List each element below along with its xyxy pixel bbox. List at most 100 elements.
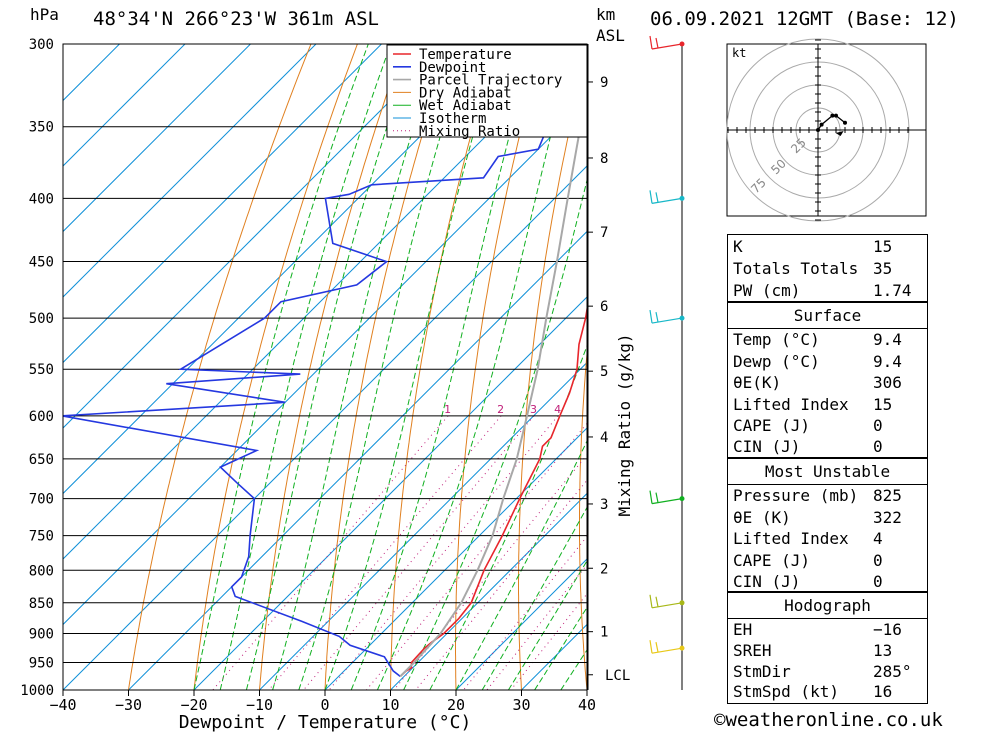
pressure-tick-label: 500 (29, 311, 54, 327)
eh-label: EH (733, 620, 753, 639)
mixing-ratio-label: 16 (681, 403, 695, 416)
isotherm-line (63, 44, 579, 560)
surface-thetae-label: θE(K) (733, 373, 782, 392)
stmdir-label: StmDir (733, 662, 791, 681)
mixing-ratio-label: 6 (589, 403, 596, 416)
surface-li-label: Lifted Index (733, 395, 849, 414)
isotherm-line (63, 44, 448, 429)
temperature-tick-label: 0 (320, 696, 329, 714)
temperature-tick-label: −10 (246, 696, 273, 714)
pw-label: PW (cm) (733, 281, 801, 300)
dry-adiabat-line (639, 44, 683, 690)
isotherm-line (63, 44, 317, 298)
wind-barb (649, 640, 685, 654)
surface-cape-label: CAPE (J) (733, 416, 811, 435)
hodograph-point (830, 113, 835, 118)
hodograph-unit-label: kt (732, 46, 746, 60)
temperature-tick-label: 40 (578, 696, 596, 714)
temperature-tick-label: −20 (180, 696, 207, 714)
totals-totals-value: 35 (873, 259, 893, 278)
dry-adiabat-line (696, 44, 729, 690)
wet-adiabat-line (193, 44, 369, 690)
pressure-tick-label: 1000 (20, 683, 54, 699)
pw-value: 1.74 (873, 281, 912, 300)
mu-cape-label: CAPE (J) (733, 551, 811, 570)
mixing-ratio-axis-label: Mixing Ratio (g/kg) (615, 333, 634, 516)
sreh-value: 13 (873, 641, 893, 660)
legend-entry: Isotherm (419, 111, 486, 127)
isotherm-line (324, 427, 587, 690)
wet-adiabat-line (350, 44, 535, 690)
height-tick-label: 1 (600, 625, 608, 641)
pressure-tick-label: 350 (29, 120, 54, 136)
surface-header: Surface (793, 306, 862, 325)
datetime-title: 06.09.2021 12GMT (Base: 12) (650, 8, 959, 30)
temperature-tick-label: −40 (49, 696, 76, 714)
k-label: K (733, 237, 743, 256)
isotherm-line (63, 44, 251, 233)
pressure-tick-label: 800 (29, 563, 54, 579)
height-tick-label: 9 (600, 75, 608, 91)
most-unstable-header: Most Unstable (764, 462, 891, 481)
copyright-link[interactable]: ©weatheronline.co.uk (714, 709, 943, 731)
wind-barb (649, 490, 685, 505)
pressure-tick-label: 750 (29, 529, 54, 545)
mu-cin-value: 0 (873, 572, 883, 591)
pressure-unit-label: hPa (30, 5, 59, 24)
wind-barb (649, 594, 685, 609)
height-tick-label: 7 (600, 225, 608, 241)
hodograph-table: Hodograph EH −16 SREH 13 StmDir 285° StmSpd… (727, 592, 928, 704)
location-title: 48°34'N 266°23'W 361m ASL (93, 8, 379, 30)
temperature-tick-label: −30 (115, 696, 142, 714)
wet-adiabat-line (298, 44, 469, 690)
hodograph-point (819, 122, 824, 127)
surface-temp-label: Temp (°C) (733, 330, 820, 349)
mixing-ratio-label: 1 (444, 403, 451, 416)
surface-dewp-value: 9.4 (873, 352, 902, 371)
surface-thetae-value: 306 (873, 373, 902, 392)
pressure-tick-label: 400 (29, 191, 54, 207)
height-tick-label: 6 (600, 299, 608, 315)
dry-adiabat-line (958, 44, 1000, 690)
pressure-tick-label: 900 (29, 626, 54, 642)
height-unit-label: km (596, 5, 616, 24)
wind-barb (649, 190, 685, 204)
surface-dewp-label: Dewp (°C) (733, 352, 820, 371)
indices-table: K 15 Totals Totals 35 PW (cm) 1.74 (727, 234, 928, 302)
legend-entry: Wet Adiabat (419, 98, 512, 114)
wet-adiabat-line (324, 44, 500, 690)
surface-cin-label: CIN (J) (733, 437, 801, 456)
pressure-tick-label: 650 (29, 452, 54, 468)
stmspd-value: 16 (873, 682, 893, 701)
height-tick-label: 3 (600, 497, 608, 513)
hodograph-point (816, 128, 820, 132)
wind-barb (649, 35, 685, 50)
x-axis-label: Dewpoint / Temperature (°C) (179, 712, 472, 733)
surface-li-value: 15 (873, 395, 893, 414)
isotherm-line (63, 99, 587, 626)
mixing-ratio-line (212, 415, 449, 690)
legend-entry: Dry Adiabat (419, 85, 512, 101)
storm-motion-marker (835, 131, 844, 136)
pressure-tick-label: 850 (29, 596, 54, 612)
mu-pressure-value: 825 (873, 486, 902, 505)
pressure-tick-label: 450 (29, 255, 54, 271)
mixing-ratio-label: 10 (636, 403, 650, 416)
mixing-ratio-label: 3 (530, 403, 537, 416)
isotherm-line (63, 44, 186, 167)
pressure-tick-label: 950 (29, 655, 54, 671)
legend-entry: Mixing Ratio (419, 124, 520, 140)
height-tick-label: LCL (605, 668, 630, 684)
mu-thetae-label: θE (K) (733, 508, 791, 527)
mu-thetae-value: 322 (873, 508, 902, 527)
eh-value: −16 (873, 620, 902, 639)
isotherm-line (455, 558, 587, 690)
mixing-ratio-line (328, 415, 559, 690)
surface-cape-value: 0 (873, 416, 883, 435)
mixing-ratio-label: 2 (497, 403, 504, 416)
temperature-tick-label: 20 (447, 696, 465, 714)
height-unit-asl-label: ASL (596, 26, 625, 45)
